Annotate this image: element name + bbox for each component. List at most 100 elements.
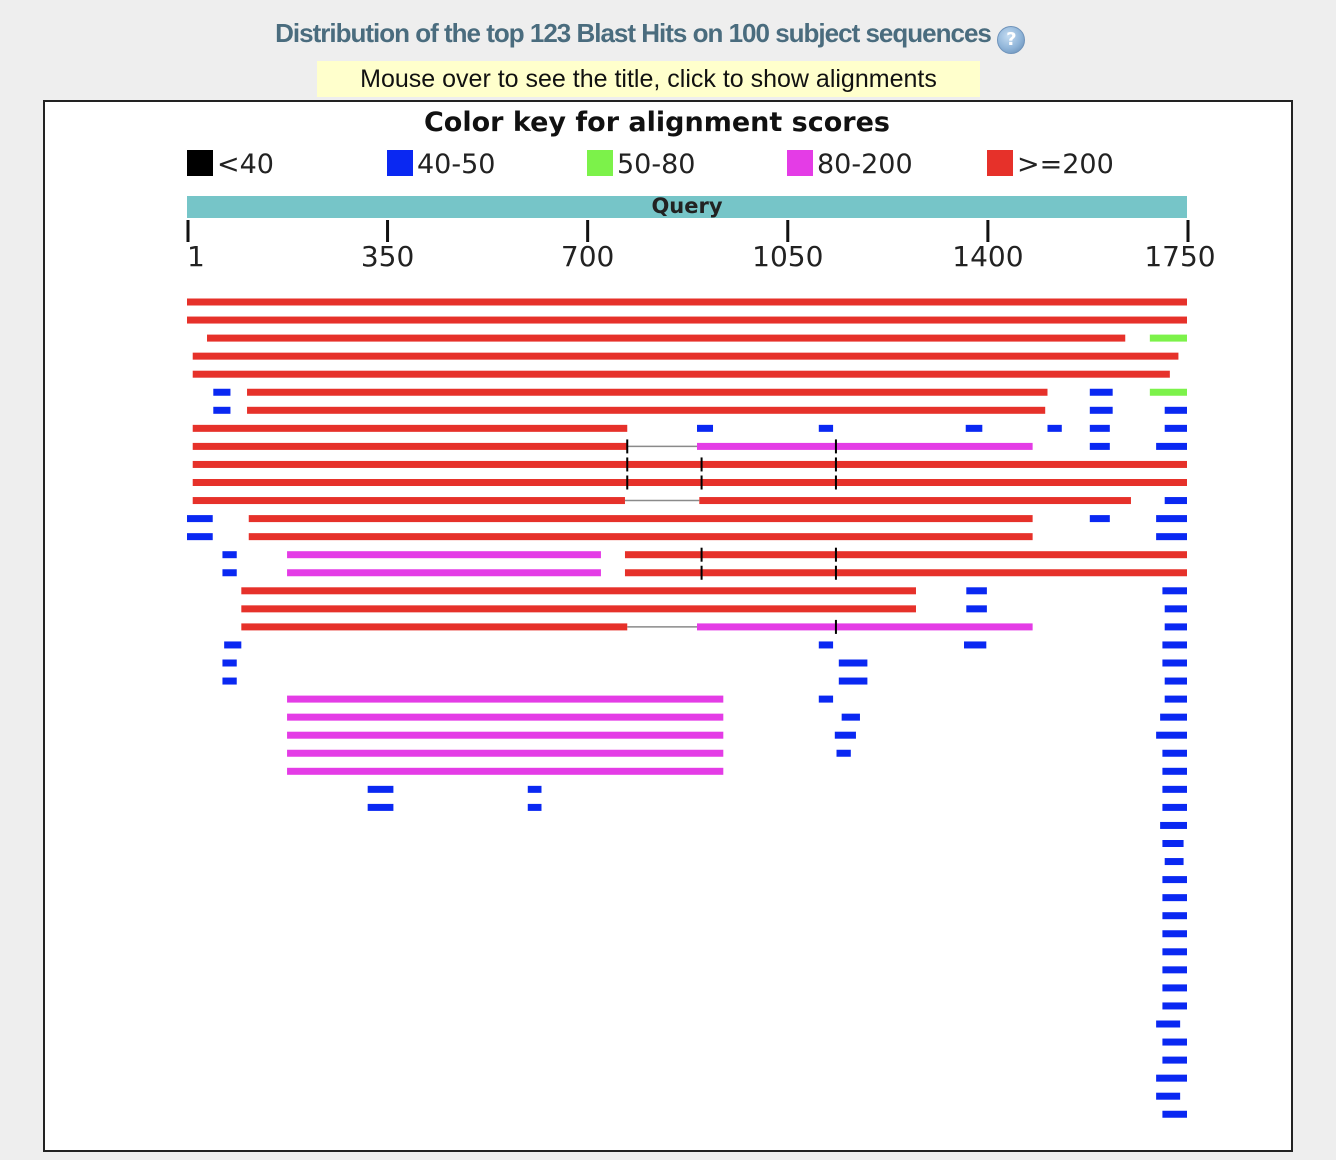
hit-segment[interactable] [1089,442,1110,450]
hit-segment[interactable] [224,641,242,649]
hit-segment[interactable] [966,587,987,595]
hit-segment[interactable] [1089,515,1110,523]
hit-segment[interactable] [192,352,1179,360]
hit-segment[interactable] [1164,497,1187,505]
hit-segment[interactable] [287,551,601,559]
hit-segment[interactable] [1162,984,1187,992]
hit-segment[interactable] [247,388,1048,396]
hit-segment[interactable] [192,424,628,432]
hit-segment[interactable] [838,677,868,685]
hit-segment[interactable] [187,316,1187,324]
hit-segment[interactable] [1160,713,1187,721]
hit-segment[interactable] [966,605,987,613]
hit-segment[interactable] [697,623,1033,631]
hit-segment[interactable] [1162,840,1184,847]
hit-segment[interactable] [841,713,860,721]
hit-segment[interactable] [222,551,237,559]
hit-segment[interactable] [222,677,237,685]
hit-segment[interactable] [222,659,237,667]
hit-segment[interactable] [1164,623,1187,631]
hit-segment[interactable] [1162,876,1187,884]
hit-segment[interactable] [834,731,856,739]
hit-segment[interactable] [527,785,542,793]
help-icon[interactable]: ? [996,26,1025,54]
hit-segment[interactable] [964,641,987,649]
hit-segment[interactable] [818,641,834,649]
hit-segment[interactable] [1162,587,1187,595]
hit-segment[interactable] [1162,930,1187,938]
hit-segment[interactable] [287,569,601,577]
hit-segment[interactable] [965,424,983,432]
hit-segment[interactable] [241,623,628,631]
hit-segment[interactable] [1164,695,1187,703]
hit-segment[interactable] [1089,388,1113,396]
hit-segment[interactable] [1164,424,1187,432]
hit-segment[interactable] [187,298,1187,306]
hit-segment[interactable] [213,388,231,396]
hit-segment[interactable] [1089,424,1110,432]
hit-segment[interactable] [287,695,724,703]
hit-segment[interactable] [1164,406,1187,414]
hit-segment[interactable] [287,713,724,721]
hit-segment[interactable] [1164,605,1187,613]
hit-segment[interactable] [367,785,394,793]
hit-segment[interactable] [697,424,714,432]
hit-segment[interactable] [1162,767,1187,775]
hit-segment[interactable] [367,803,394,811]
hit-segment[interactable] [1156,533,1187,541]
hit-segment[interactable] [1156,1074,1187,1082]
hit-segment[interactable] [222,569,237,577]
hit-segment[interactable] [624,569,1187,577]
hit-segment[interactable] [207,334,1126,342]
hit-segment[interactable] [1047,424,1062,432]
hit-segment[interactable] [187,515,213,523]
hit-segment[interactable] [818,695,834,703]
hit-segment[interactable] [1162,1056,1187,1064]
hit-segment[interactable] [1162,1038,1187,1046]
hit-segment[interactable] [287,749,724,757]
hit-segment[interactable] [624,551,1187,559]
hit-segment[interactable] [1156,442,1187,450]
hit-segment[interactable] [1162,948,1187,956]
hit-segment[interactable] [1162,803,1187,811]
hit-segment[interactable] [1162,966,1187,974]
hit-segment[interactable] [1156,1020,1181,1028]
hit-segment[interactable] [1089,406,1113,414]
hit-segment[interactable] [192,479,1188,486]
hit-segment[interactable] [838,659,868,667]
hit-segment[interactable] [1162,659,1187,667]
hit-segment[interactable] [1156,515,1187,523]
hit-segment[interactable] [699,497,1131,505]
hit-segment[interactable] [287,767,724,775]
hit-segment[interactable] [1149,388,1187,396]
hit-segment[interactable] [1162,1002,1187,1010]
hit-segment[interactable] [1160,821,1187,829]
hit-segment[interactable] [192,497,625,505]
hit-segment[interactable] [836,749,851,757]
hit-segment[interactable] [192,370,1170,378]
hit-segment[interactable] [1164,677,1187,685]
hit-segment[interactable] [192,442,628,450]
hit-segment[interactable] [527,803,542,811]
hit-segment[interactable] [818,424,834,432]
hit-segment[interactable] [287,731,724,739]
hit-segment[interactable] [241,587,916,595]
hit-segment[interactable] [248,533,1033,541]
hit-segment[interactable] [1164,858,1184,866]
hit-segment[interactable] [1162,785,1187,793]
hit-segment[interactable] [697,442,1033,450]
hit-segment[interactable] [192,460,1188,468]
hit-segment[interactable] [248,515,1033,523]
hit-segment[interactable] [187,533,213,541]
hit-segment[interactable] [1162,749,1187,757]
hit-segment[interactable] [213,406,231,414]
hit-segment[interactable] [1162,641,1187,649]
hit-segment[interactable] [241,605,916,613]
hit-segment[interactable] [247,406,1046,414]
hit-segment[interactable] [1149,334,1187,342]
hit-segment[interactable] [1156,1092,1181,1100]
hit-segment[interactable] [1162,1110,1187,1118]
hit-segment[interactable] [1162,912,1187,920]
hit-segment[interactable] [1156,731,1187,739]
hit-segment[interactable] [1162,894,1187,902]
